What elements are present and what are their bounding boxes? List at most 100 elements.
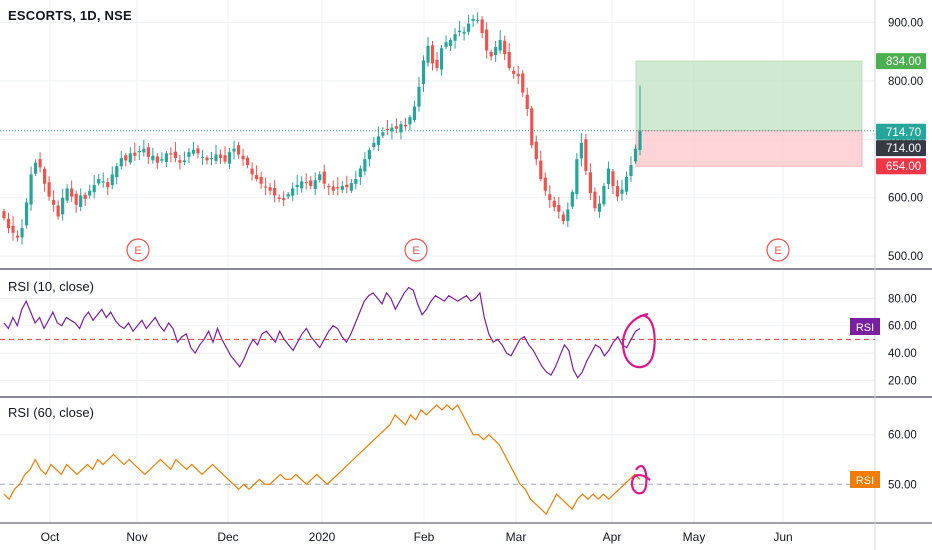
- candle: [385, 128, 390, 130]
- candle: [277, 197, 281, 199]
- candle: [462, 31, 466, 34]
- candle: [20, 228, 24, 238]
- annotation-circle: [621, 312, 656, 369]
- candle: [187, 152, 191, 157]
- candle: [498, 40, 502, 51]
- candle: [128, 153, 132, 163]
- candle: [29, 174, 33, 205]
- profit-zone: [635, 60, 863, 132]
- candle: [137, 151, 141, 153]
- candle: [300, 181, 304, 189]
- candle: [566, 209, 570, 222]
- candle: [268, 187, 272, 191]
- candle: [489, 51, 493, 57]
- candle: [282, 198, 286, 201]
- candle: [471, 19, 475, 21]
- candle: [557, 204, 561, 212]
- rsi10-tick-label: 40.00: [888, 348, 917, 360]
- candle: [439, 48, 444, 70]
- candle: [200, 156, 205, 158]
- candle: [340, 186, 344, 190]
- annotation-hook: [630, 464, 651, 495]
- price-level-label: 714.00: [886, 143, 921, 155]
- candle: [124, 155, 128, 161]
- rsi60-tick-label: 60.00: [888, 430, 917, 442]
- candle: [70, 188, 74, 197]
- candle: [593, 191, 597, 209]
- time-axis-tick-label: May: [683, 530, 706, 544]
- candle: [403, 124, 408, 127]
- candle: [241, 155, 245, 160]
- price-axis-tick-label: 800.00: [888, 76, 923, 88]
- candle: [223, 155, 227, 162]
- candle: [227, 152, 232, 164]
- candle: [83, 194, 87, 199]
- candle: [133, 152, 137, 156]
- rsi60-line: [3, 404, 641, 515]
- candle: [399, 124, 403, 133]
- candle: [345, 184, 349, 188]
- candle: [56, 205, 60, 217]
- candle: [250, 168, 254, 175]
- candle: [245, 157, 250, 166]
- candle: [530, 108, 534, 146]
- price-level-badge: [876, 158, 926, 175]
- candle: [142, 148, 146, 153]
- candle: [417, 86, 421, 107]
- candle: [552, 200, 556, 208]
- candle: [584, 139, 588, 171]
- candle: [588, 172, 592, 194]
- rsi60-title: RSI (60, close): [8, 405, 94, 420]
- candle: [561, 214, 565, 222]
- earnings-marker-label: E: [134, 245, 141, 257]
- candle: [232, 148, 236, 152]
- candle: [448, 40, 453, 46]
- price-level-badge: [876, 123, 926, 140]
- candle: [516, 73, 520, 77]
- candle: [236, 145, 241, 155]
- rsi10-tick-label: 60.00: [888, 321, 917, 333]
- time-axis-tick-label: Oct: [41, 530, 60, 544]
- candle: [354, 179, 358, 184]
- candle: [494, 47, 498, 55]
- time-axis-tick-label: 2020: [309, 530, 336, 544]
- candle: [146, 147, 150, 157]
- candle: [615, 186, 620, 197]
- candle: [259, 176, 263, 184]
- candle: [110, 174, 114, 186]
- candle: [24, 202, 29, 226]
- earnings-marker: [404, 238, 428, 262]
- candle: [322, 171, 326, 184]
- rsi10-tick-label: 20.00: [888, 375, 917, 387]
- earnings-marker: [766, 238, 790, 262]
- candle: [38, 159, 42, 168]
- candle: [254, 175, 259, 180]
- candle: [629, 165, 633, 177]
- candle: [214, 154, 218, 161]
- candle: [11, 226, 15, 233]
- candle: [507, 51, 511, 69]
- time-axis-tick-label: Dec: [217, 530, 238, 544]
- candle: [548, 194, 552, 201]
- candle: [106, 182, 110, 188]
- time-axis-tick-label: Nov: [126, 530, 147, 544]
- candle: [178, 160, 182, 163]
- candle: [602, 186, 606, 205]
- candle: [408, 117, 412, 125]
- earnings-marker: [126, 238, 150, 262]
- time-axis-tick-label: Feb: [414, 530, 435, 544]
- candle: [512, 70, 516, 74]
- loss-zone: [635, 130, 863, 167]
- candle: [485, 29, 489, 51]
- main-chart-title: ESCORTS, 1D, NSE: [8, 8, 132, 23]
- price-axis-tick-label: 500.00: [888, 251, 923, 263]
- candle: [620, 189, 624, 194]
- candle: [525, 94, 529, 109]
- candle: [633, 148, 638, 162]
- candle: [327, 185, 331, 188]
- candle: [79, 195, 83, 207]
- candle: [435, 59, 439, 69]
- price-level-label: 834.00: [886, 56, 921, 68]
